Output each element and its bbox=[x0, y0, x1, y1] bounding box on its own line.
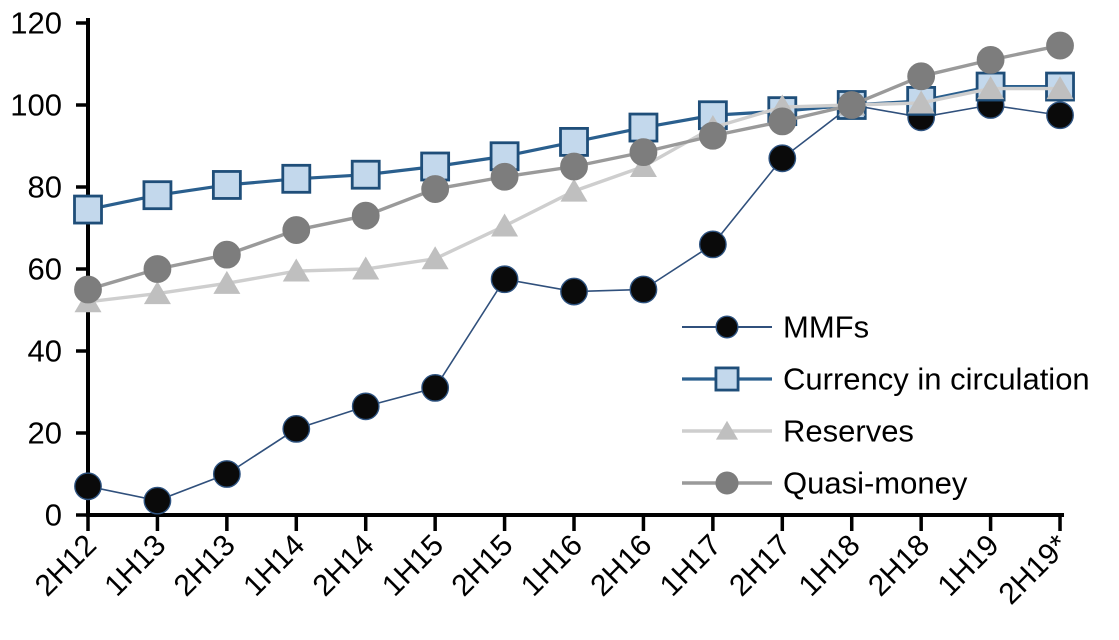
currency-in-circulation-marker bbox=[628, 112, 659, 143]
mmfs-marker bbox=[143, 486, 172, 515]
currency-in-circulation-marker bbox=[211, 170, 242, 200]
x-axis-tick-label: 2H16 bbox=[584, 529, 658, 603]
quasi-money-marker bbox=[143, 255, 172, 283]
reserves-marker bbox=[560, 178, 588, 202]
mmfs-marker bbox=[282, 414, 311, 443]
x-axis-tick-label: 2H19* bbox=[993, 528, 1076, 611]
y-axis-tick-label: 40 bbox=[28, 334, 62, 369]
legend-item-reserves: Reserves bbox=[682, 414, 914, 449]
quasi-money-marker bbox=[560, 152, 588, 181]
x-axis-tick-label: 2H12 bbox=[29, 529, 103, 603]
y-axis-tick-label: 20 bbox=[28, 416, 62, 451]
legend-item-currency-in-circulation: Currency in circulation bbox=[682, 362, 1090, 397]
legend-item-quasi-money: Quasi-money bbox=[682, 466, 968, 501]
x-axis-tick-label: 1H14 bbox=[237, 529, 311, 603]
legend-label-mmfs: MMFs bbox=[783, 310, 869, 345]
currency-in-circulation-marker bbox=[559, 126, 589, 157]
mmfs-marker bbox=[351, 392, 380, 421]
x-axis-tick-label: 2H18 bbox=[862, 529, 936, 603]
mmfs-marker bbox=[490, 265, 519, 294]
reserves-marker bbox=[907, 90, 935, 114]
x-axis-tick-label: 1H15 bbox=[376, 529, 450, 603]
x-axis-tick-label: 2H14 bbox=[307, 529, 381, 603]
x-axis-tick-label: 1H16 bbox=[515, 529, 589, 603]
legend-label-quasi-money: Quasi-money bbox=[783, 466, 968, 501]
reserves-marker bbox=[977, 76, 1005, 100]
y-axis-tick-label: 100 bbox=[10, 88, 62, 123]
y-axis-tick-label: 60 bbox=[28, 252, 62, 287]
mmfs-marker bbox=[212, 460, 241, 488]
legend: MMFs Currency in circulation Reserves Quasi… bbox=[682, 310, 1090, 501]
reserves-marker bbox=[1046, 76, 1074, 100]
currency-in-circulation-marker bbox=[281, 163, 312, 194]
mmfs-marker bbox=[768, 144, 797, 173]
quasi-money-marker bbox=[351, 201, 380, 230]
x-axis-tick-label: 2H13 bbox=[168, 529, 242, 603]
quasi-money-marker bbox=[74, 275, 102, 304]
legend-label-currency-in-circulation: Currency in circulation bbox=[783, 362, 1090, 397]
quasi-money-marker bbox=[907, 62, 936, 91]
quasi-money-marker bbox=[212, 240, 241, 269]
quasi-money-marker bbox=[698, 121, 727, 150]
quasi-money-marker bbox=[768, 107, 797, 136]
mmfs-marker bbox=[1046, 101, 1074, 130]
x-axis: 2H121H132H131H142H141H152H151H162H161H17… bbox=[29, 513, 1076, 611]
mmfs-marker bbox=[629, 275, 658, 304]
x-axis-tick-label: 2H17 bbox=[723, 529, 797, 603]
mmfs-marker bbox=[698, 230, 727, 259]
quasi-money-marker bbox=[1046, 31, 1074, 60]
x-axis-tick-label: 1H13 bbox=[98, 529, 172, 603]
currency-in-circulation-marker bbox=[350, 159, 381, 190]
legend-item-mmfs: MMFs bbox=[682, 310, 869, 345]
x-axis-tick-label: 1H18 bbox=[793, 529, 867, 603]
quasi-money-marker bbox=[629, 138, 658, 167]
quasi-money-marker bbox=[490, 162, 519, 191]
quasi-money-marker bbox=[421, 175, 450, 203]
reserves-marker bbox=[143, 281, 171, 305]
currency-in-circulation-marker bbox=[73, 194, 103, 225]
y-axis: 0 20 40 60 80 100 120 bbox=[10, 6, 90, 533]
reserves-marker bbox=[282, 258, 310, 282]
mmfs-marker bbox=[74, 472, 102, 501]
x-axis-tick-label: 1H17 bbox=[654, 529, 728, 603]
x-axis-tick-label: 1H19 bbox=[931, 529, 1005, 603]
y-axis-tick-label: 0 bbox=[45, 498, 62, 533]
mmfs-marker bbox=[560, 277, 588, 306]
quasi-money-marker bbox=[715, 471, 739, 495]
currency-in-circulation-marker bbox=[142, 180, 173, 211]
reserves-marker bbox=[213, 270, 241, 294]
x-axis-tick-label: 2H15 bbox=[445, 529, 519, 603]
y-axis-tick-label: 80 bbox=[28, 170, 62, 205]
reserves-marker bbox=[421, 246, 449, 270]
mmfs-marker bbox=[421, 373, 450, 402]
reserves-marker bbox=[491, 213, 519, 237]
currency-in-circulation-marker bbox=[714, 366, 740, 392]
reserves-marker bbox=[352, 256, 380, 280]
y-axis-tick-label: 120 bbox=[10, 6, 62, 41]
quasi-money-marker bbox=[282, 216, 311, 244]
quasi-money-marker bbox=[976, 46, 1005, 74]
quasi-money-marker bbox=[837, 91, 866, 119]
reserves-marker bbox=[715, 420, 739, 440]
series-mmfs bbox=[74, 91, 1074, 515]
legend-label-reserves: Reserves bbox=[783, 414, 914, 449]
series-quasi-money bbox=[74, 31, 1074, 304]
mmfs-marker bbox=[715, 315, 739, 339]
